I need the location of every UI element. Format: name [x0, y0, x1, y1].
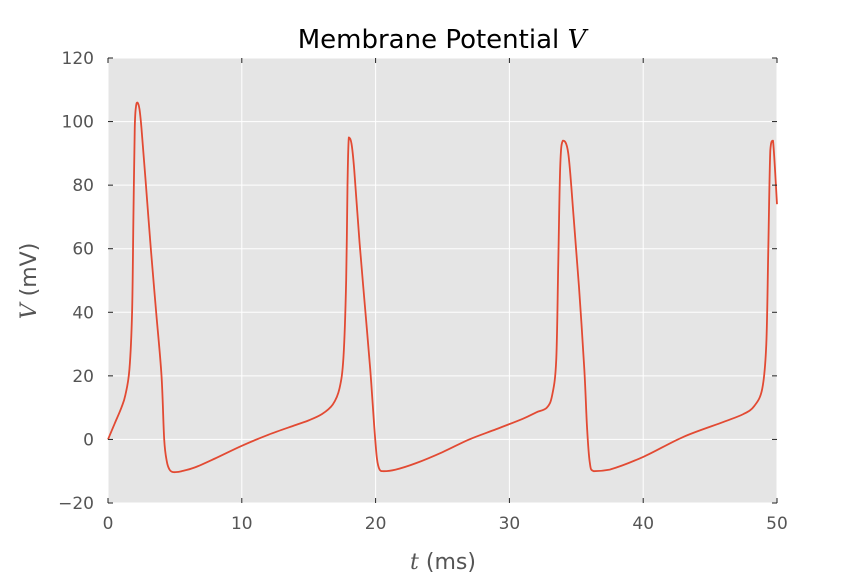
y-axis-unit: (mV)	[17, 243, 42, 297]
x-tick-label: 10	[231, 514, 253, 534]
y-tick-label: 60	[72, 240, 94, 260]
x-tick-label: 0	[103, 514, 114, 534]
axis-ticks	[107, 57, 778, 504]
x-tick-label: 30	[499, 514, 521, 534]
plot-area	[108, 58, 777, 503]
y-tick-label: 100	[62, 113, 94, 133]
y-tick-label: 20	[72, 367, 94, 387]
y-axis-label: V (mV)	[17, 243, 42, 320]
y-axis-variable: V	[17, 301, 42, 319]
x-tick-label: 20	[365, 514, 387, 534]
y-tick-label: 40	[72, 303, 94, 323]
chart-title-text: Membrane Potential	[298, 25, 560, 55]
x-axis-unit: (ms)	[426, 550, 476, 575]
y-tick-label: −20	[58, 494, 94, 514]
y-tick-label: 120	[62, 49, 94, 69]
y-tick-label: 0	[83, 430, 94, 450]
grid-lines	[107, 57, 778, 504]
chart-title-variable: V	[568, 25, 589, 55]
x-axis-label: t (ms)	[410, 550, 476, 575]
x-axis-variable: t	[410, 550, 419, 575]
x-tick-label: 50	[766, 514, 788, 534]
tick-labels: 0 10 20 30 40 50 −20 0 20 40 60 80 100 120	[58, 49, 788, 534]
chart-title: Membrane Potential V	[298, 25, 589, 55]
series-layer	[107, 101, 778, 474]
series-line-0	[107, 101, 778, 474]
y-tick-label: 80	[72, 176, 94, 196]
x-tick-label: 40	[632, 514, 654, 534]
